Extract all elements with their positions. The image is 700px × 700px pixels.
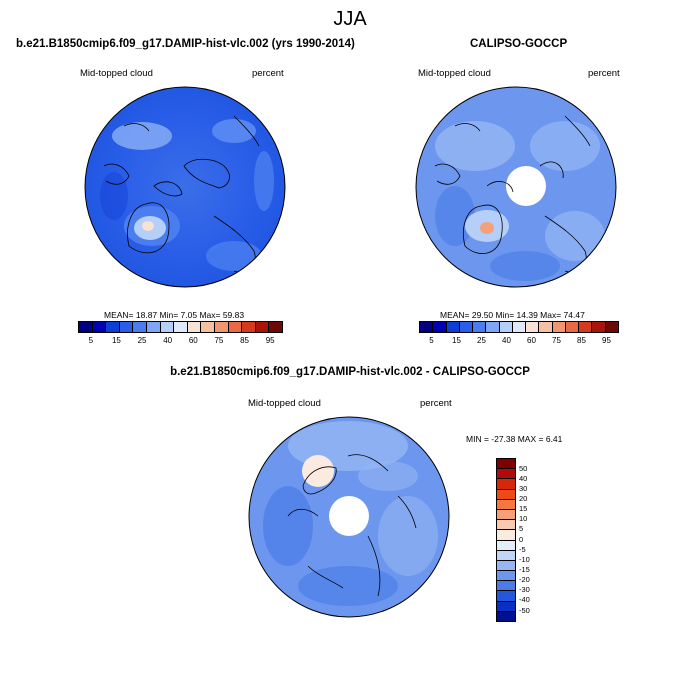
panel1-colorbar-boxes — [78, 321, 283, 333]
panel3-colorbar-label: -10 — [519, 554, 530, 564]
panel1-colorbar-tick: 5 — [88, 336, 94, 345]
panel1-colorbar-tick: 85 — [240, 336, 250, 345]
panel3-colorbar-label: 0 — [519, 534, 524, 544]
panel2-units: percent — [588, 68, 620, 79]
panel2-colorbar-boxes — [419, 321, 619, 333]
panel1-colorbar-tick: 40 — [163, 336, 173, 345]
panel1-stats: MEAN= 18.87 Min= 7.05 Max= 59.83 — [104, 310, 245, 320]
panel2-colorbar-tick: 85 — [577, 336, 586, 345]
panel2-colorbar-tick: 60 — [527, 336, 536, 345]
panel2-colorbar-tick: 15 — [452, 336, 461, 345]
panel3-colorbar-label: 30 — [519, 483, 528, 493]
panel2-polar-map — [415, 86, 617, 288]
panel1-title: b.e21.B1850cmip6.f09_g17.DAMIP-hist-vlc.… — [16, 38, 355, 50]
panel3-colorbar-label: 40 — [519, 473, 528, 483]
panel3-colorbar-boxes — [496, 458, 516, 622]
panel3-colorbar-label: 5 — [519, 524, 524, 534]
panel1-colorbar-tick: 60 — [188, 336, 198, 345]
panel3-colorbar-label: 10 — [519, 514, 528, 524]
panel3-colorbar-label: -20 — [519, 575, 530, 585]
panel3-colorbar-label: 15 — [519, 504, 528, 514]
panel2-colorbar-tick: 95 — [602, 336, 611, 345]
panel3-colorbar-label: -50 — [519, 605, 530, 615]
panel2-stats: MEAN= 29.50 Min= 14.39 Max= 74.47 — [440, 310, 585, 320]
panel3-colorbar-label: -15 — [519, 564, 530, 574]
panel1-colorbar: 5 15 25 40 60 75 85 95 — [78, 321, 283, 345]
panel2-title: CALIPSO-GOCCP — [470, 38, 568, 50]
panel3-colorbar-label: 20 — [519, 493, 528, 503]
panel1-colorbar-tick: 25 — [137, 336, 147, 345]
panel3-colorbar-label: 50 — [519, 463, 528, 473]
panel3-stats: MIN = -27.38 MAX = 6.41 — [466, 434, 563, 444]
panel2-colorbar-tick: 75 — [552, 336, 561, 345]
panel3-polar-map — [248, 416, 450, 618]
panel1-colorbar-tick: 15 — [111, 336, 121, 345]
panel2-colorbar-tick: 25 — [477, 336, 486, 345]
panel3-colorbar-label: -40 — [519, 595, 530, 605]
panel1-units: percent — [252, 68, 284, 79]
panel1-polar-map — [84, 86, 286, 288]
panel1-variable: Mid-topped cloud — [80, 68, 153, 79]
panel3-units: percent — [420, 398, 452, 409]
panel1-colorbar-tick: 75 — [214, 336, 224, 345]
panel3-colorbar: 50 40 30 20 15 10 5 0 -5 -10 -15 -20 -30… — [496, 458, 530, 622]
season-title: JJA — [333, 8, 367, 30]
panel2-colorbar-tick: 40 — [502, 336, 511, 345]
panel3-colorbar-label: -30 — [519, 585, 530, 595]
panel3-title: b.e21.B1850cmip6.f09_g17.DAMIP-hist-vlc.… — [170, 366, 530, 378]
panel1-colorbar-tick: 95 — [265, 336, 275, 345]
panel2-colorbar-tick: 5 — [429, 336, 434, 345]
panel2-variable: Mid-topped cloud — [418, 68, 491, 79]
panel3-variable: Mid-topped cloud — [248, 398, 321, 409]
panel3-colorbar-label: -5 — [519, 544, 526, 554]
panel2-colorbar: 5 15 25 40 60 75 85 95 — [419, 321, 619, 345]
